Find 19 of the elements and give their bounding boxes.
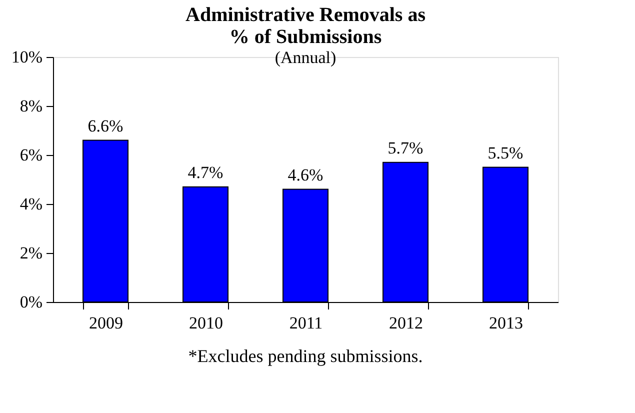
data-label: 4.7% [188, 162, 224, 182]
chart-subtitle: (Annual) [274, 48, 336, 67]
y-tick-label: 6% [20, 146, 42, 164]
chart-title: Administrative Removals as % of Submissions [186, 4, 426, 48]
x-tick-label: 2010 [189, 314, 223, 332]
data-label: 6.6% [88, 116, 124, 136]
text: *Excludes pending submissions. [188, 346, 423, 366]
x-tick-label: 2011 [289, 314, 323, 332]
y-tick-label: 2% [20, 244, 42, 262]
y-tick-label: 8% [20, 96, 42, 116]
data-label: 4.6% [288, 165, 324, 184]
x-tick-label: 2009 [89, 314, 123, 332]
data-label: 5.5% [488, 143, 524, 162]
x-tick-label: 2013 [489, 314, 523, 332]
x-tick-label: 2012 [389, 314, 423, 332]
y-tick-label: 4% [20, 194, 42, 214]
y-tick-label: 0% [20, 292, 42, 312]
y-tick-label: 10% [11, 48, 42, 66]
data-label: 5.7% [388, 138, 424, 158]
